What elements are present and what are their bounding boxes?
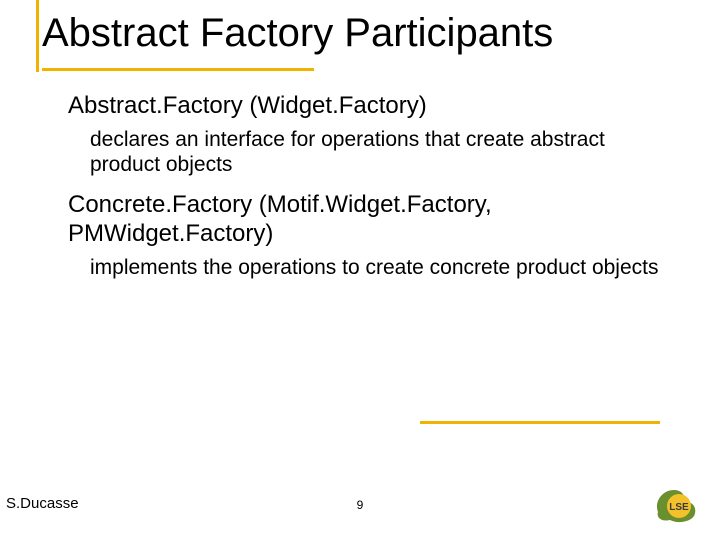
lse-logo-icon: LSE <box>652 482 702 526</box>
participant-heading: Concrete.Factory (Motif.Widget.Factory, … <box>68 191 668 249</box>
title-box: Abstract Factory Participants <box>42 10 682 56</box>
content-area: Abstract.Factory (Widget.Factory) declar… <box>68 92 668 294</box>
slide: Abstract Factory Participants Abstract.F… <box>0 0 720 540</box>
logo-label: LSE <box>669 502 689 513</box>
title-left-rule <box>36 0 39 72</box>
footer-author: S.Ducasse <box>6 495 79 512</box>
slide-title: Abstract Factory Participants <box>42 10 682 56</box>
footer-page-number: 9 <box>357 498 364 512</box>
participant-desc: implements the operations to create conc… <box>90 255 668 280</box>
participant-desc: declares an interface for operations tha… <box>90 127 668 177</box>
title-underline <box>42 68 314 71</box>
participant-heading: Abstract.Factory (Widget.Factory) <box>68 92 668 121</box>
lower-rule <box>420 421 660 424</box>
